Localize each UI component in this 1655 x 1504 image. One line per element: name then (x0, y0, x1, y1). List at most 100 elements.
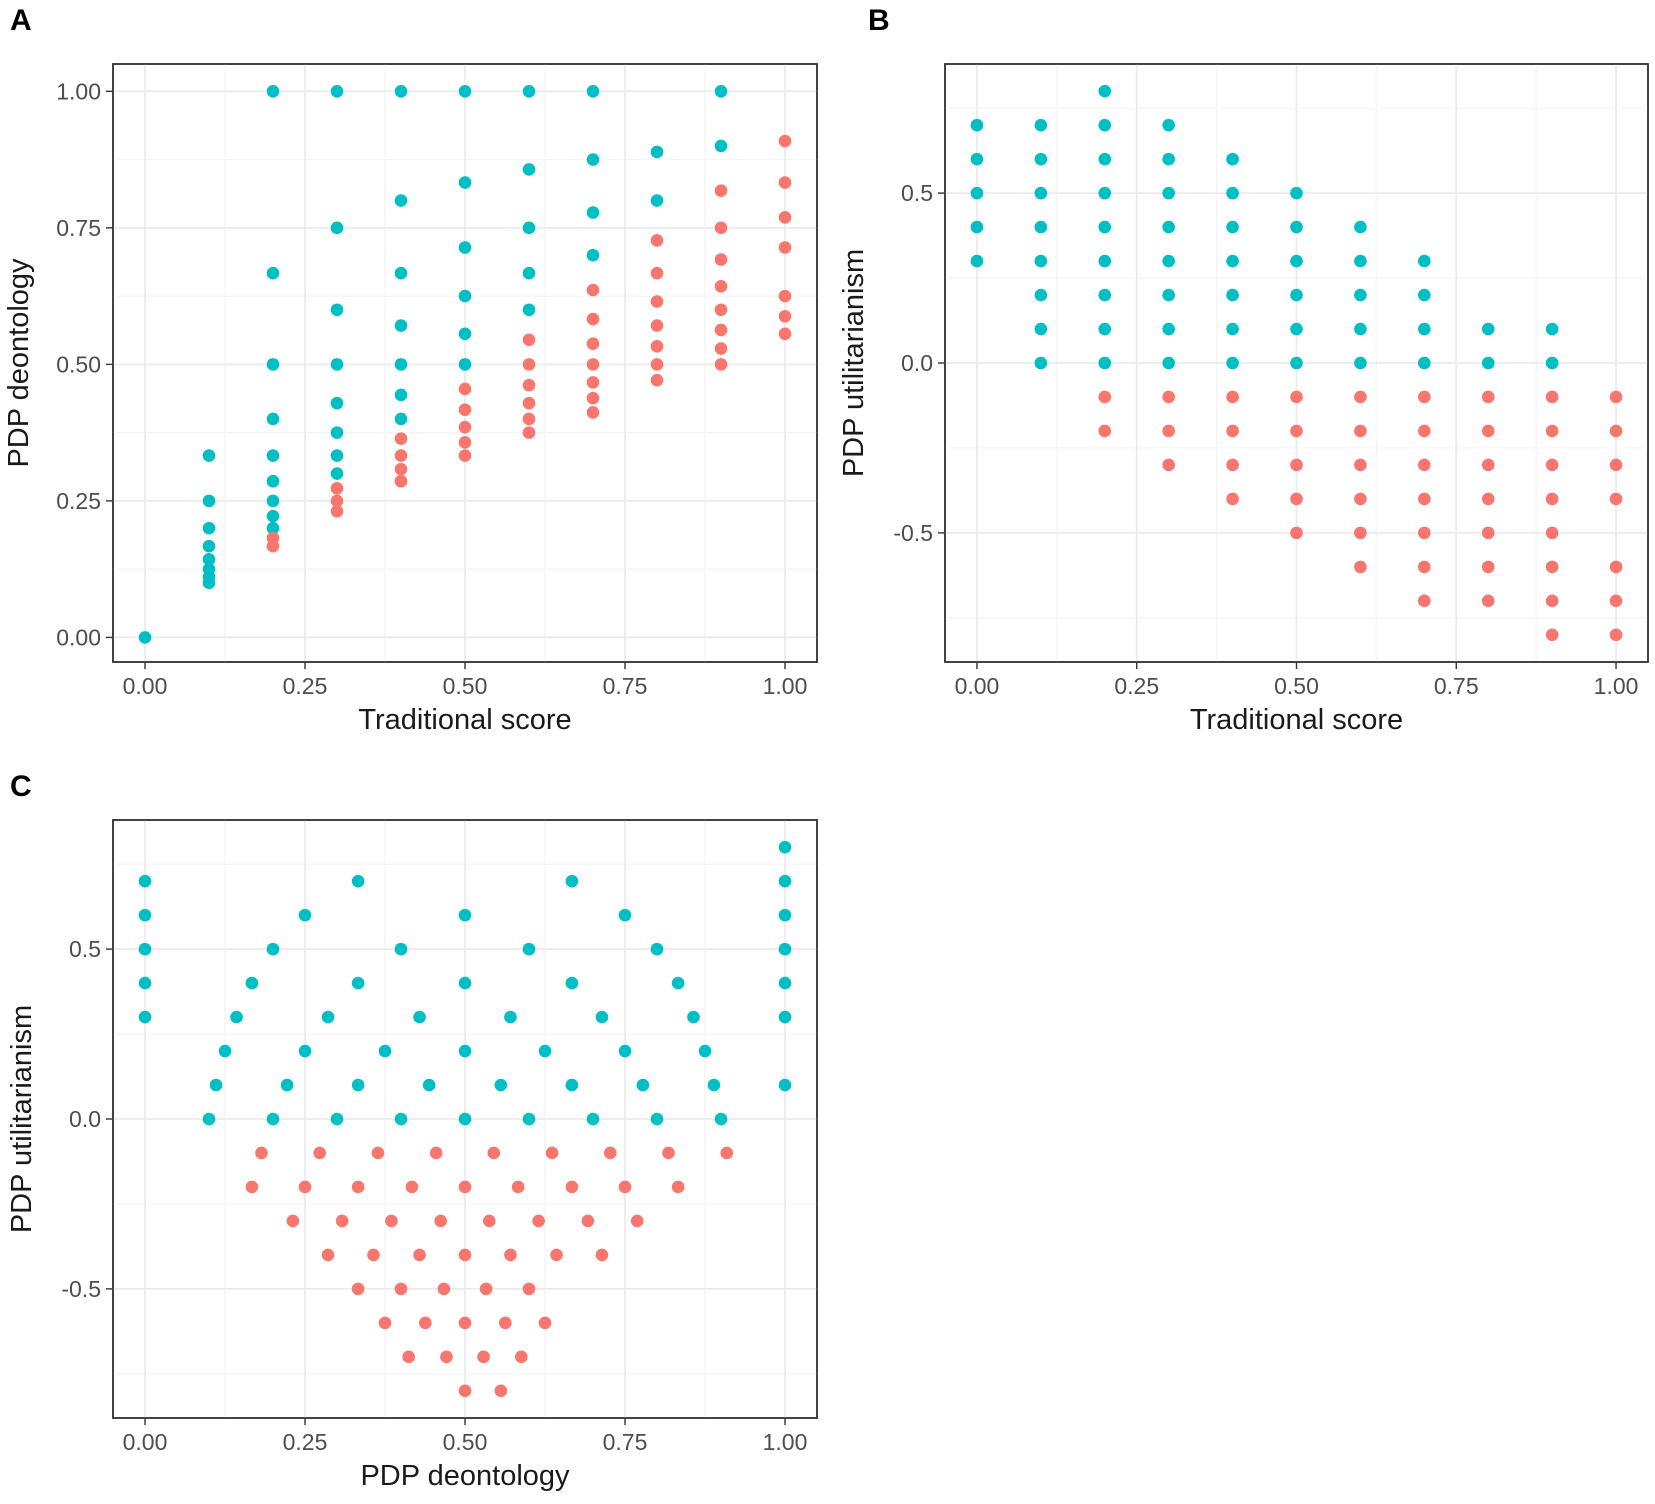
point-positive (1162, 118, 1175, 132)
y-tick-label: 0.0 (69, 1106, 101, 1132)
point-negative (371, 1146, 385, 1160)
point-positive (394, 358, 408, 371)
point-negative (394, 449, 408, 462)
point-positive (266, 412, 280, 426)
point-positive (202, 562, 216, 576)
point-negative (1545, 492, 1559, 506)
point-negative (367, 1248, 380, 1262)
x-tick-label: 0.50 (443, 673, 488, 699)
point-negative (458, 420, 472, 434)
point-positive (202, 494, 216, 508)
point-negative (313, 1146, 327, 1160)
point-negative (778, 211, 792, 224)
point-positive (321, 1010, 335, 1024)
point-negative (494, 1384, 508, 1398)
x-axis-title: Traditional score (358, 704, 571, 736)
point-positive (138, 908, 152, 922)
point-negative (522, 358, 536, 371)
series-negative (1098, 390, 1623, 642)
point-positive (202, 1112, 216, 1126)
point-positive (138, 631, 152, 644)
point-positive (970, 254, 984, 268)
point-positive (1290, 288, 1303, 302)
point-positive (458, 908, 472, 922)
point-negative (650, 340, 664, 353)
point-negative (1481, 458, 1495, 472)
point-negative (581, 1214, 595, 1228)
point-negative (458, 449, 472, 462)
point-negative (1162, 458, 1175, 472)
point-positive (650, 1112, 664, 1126)
point-positive (618, 1044, 632, 1058)
point-negative (1418, 424, 1431, 438)
point-negative (1418, 390, 1431, 404)
point-positive (698, 1044, 712, 1058)
point-negative (402, 1350, 415, 1364)
point-negative (720, 1146, 734, 1160)
x-tick-label: 0.00 (123, 1429, 168, 1455)
point-positive (1034, 220, 1048, 234)
point-positive (707, 1078, 721, 1092)
point-negative (1481, 526, 1495, 540)
point-positive (1098, 322, 1112, 336)
point-negative (586, 283, 600, 297)
x-tick-label: 0.25 (283, 1429, 328, 1455)
point-negative (1609, 390, 1623, 404)
point-negative (1290, 526, 1303, 540)
point-positive (1098, 220, 1112, 234)
panel-letter: A (10, 4, 32, 37)
point-negative (650, 358, 664, 371)
point-positive (351, 976, 365, 990)
point-negative (1354, 424, 1367, 438)
point-positive (970, 118, 984, 132)
point-positive (1162, 356, 1175, 370)
point-negative (778, 241, 792, 254)
point-negative (714, 279, 728, 293)
point-positive (1162, 220, 1175, 234)
point-positive (330, 396, 344, 410)
point-positive (778, 1078, 792, 1092)
point-positive (1098, 356, 1112, 370)
point-negative (487, 1146, 501, 1160)
point-positive (970, 152, 984, 166)
point-positive (202, 539, 216, 553)
point-positive (266, 474, 280, 488)
point-negative (545, 1146, 559, 1160)
point-negative (1481, 390, 1495, 404)
point-positive (1098, 152, 1112, 166)
point-positive (298, 1044, 312, 1058)
point-positive (1226, 322, 1239, 336)
point-positive (394, 85, 408, 98)
y-tick-label: 0.25 (56, 488, 101, 514)
point-positive (138, 942, 152, 956)
point-negative (1545, 594, 1559, 608)
point-positive (266, 494, 280, 508)
point-negative (714, 323, 728, 337)
point-negative (1226, 458, 1239, 472)
point-negative (499, 1316, 512, 1330)
point-negative (298, 1180, 312, 1194)
point-positive (202, 521, 216, 535)
point-negative (532, 1214, 545, 1228)
point-positive (266, 521, 280, 535)
point-negative (394, 474, 408, 488)
x-tick-label: 1.00 (763, 673, 808, 699)
point-negative (650, 373, 664, 387)
point-positive (138, 1010, 152, 1024)
point-positive (422, 1078, 436, 1092)
point-positive (494, 1078, 508, 1092)
point-positive (458, 976, 472, 990)
point-positive (1098, 84, 1112, 98)
panel-letter: C (10, 770, 32, 803)
y-tick-label: 0.0 (901, 350, 933, 376)
point-negative (1290, 390, 1303, 404)
point-negative (630, 1214, 644, 1228)
point-positive (458, 176, 472, 189)
point-positive (586, 1112, 600, 1126)
point-positive (522, 942, 536, 956)
point-positive (330, 426, 344, 439)
point-negative (1545, 526, 1559, 540)
point-negative (1418, 560, 1431, 574)
y-axis-title: PDP utilitarianism (838, 249, 870, 477)
